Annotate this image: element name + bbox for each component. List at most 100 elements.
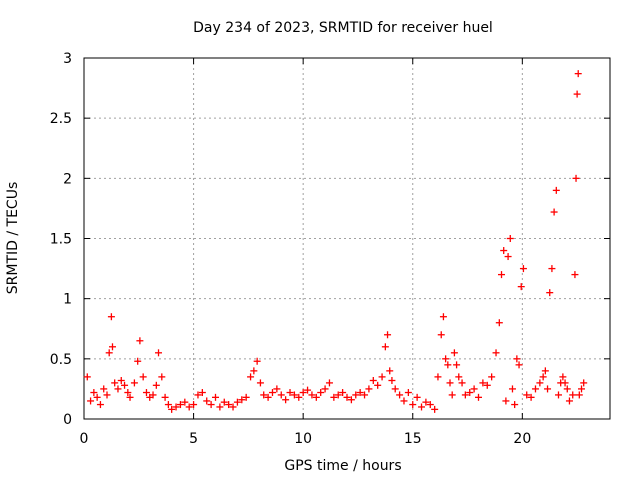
data-point [531, 385, 539, 393]
data-point [352, 391, 360, 399]
data-point [356, 389, 364, 397]
data-point [273, 385, 281, 393]
data-point [378, 373, 386, 381]
data-point [90, 389, 98, 397]
data-point [404, 389, 412, 397]
data-point [124, 389, 132, 397]
data-point [103, 391, 111, 399]
x-tick-label: 10 [294, 431, 312, 447]
data-point [247, 373, 255, 381]
data-point [142, 389, 150, 397]
data-point [282, 396, 290, 404]
y-tick-label: 3 [63, 51, 72, 67]
data-point [571, 271, 579, 279]
data-point [578, 385, 586, 393]
data-point [139, 373, 147, 381]
data-point [492, 349, 500, 357]
data-point [181, 398, 189, 406]
data-point [161, 393, 169, 401]
data-point [121, 381, 129, 389]
y-tick-label: 2.5 [50, 111, 72, 127]
data-point [563, 385, 571, 393]
data-point [569, 391, 577, 399]
data-point [546, 289, 554, 297]
data-point [164, 401, 172, 409]
data-point [347, 396, 355, 404]
x-axis-label: GPS time / hours [284, 458, 401, 474]
data-point [434, 373, 442, 381]
data-point [312, 393, 320, 401]
data-point [479, 379, 487, 387]
y-tick-label: 2 [63, 171, 72, 187]
data-point [330, 393, 338, 401]
data-point [470, 385, 478, 393]
data-point [565, 397, 573, 405]
data-point [242, 393, 250, 401]
data-point [539, 373, 547, 381]
data-point [295, 393, 303, 401]
data-point [527, 393, 535, 401]
data-point [388, 376, 396, 384]
data-point [212, 393, 219, 401]
data-point [458, 379, 466, 387]
data-point [544, 385, 552, 393]
data-point [325, 379, 333, 387]
data-point [519, 265, 527, 273]
data-point [238, 396, 246, 404]
data-point [572, 174, 580, 182]
data-points [83, 70, 588, 413]
data-point [268, 389, 276, 397]
data-point [381, 343, 389, 351]
data-point [233, 398, 241, 406]
data-point [130, 379, 138, 387]
data-point [455, 373, 463, 381]
data-point [426, 401, 434, 409]
data-point [158, 373, 166, 381]
data-point [448, 391, 456, 399]
data-point [475, 393, 482, 401]
data-point [437, 331, 445, 339]
data-point [260, 391, 268, 399]
y-tick-label: 1 [63, 292, 72, 308]
data-point [511, 401, 519, 409]
data-point [413, 393, 421, 401]
y-axis-label: SRMTID / TECUs [5, 182, 21, 295]
data-point [396, 391, 404, 399]
data-point [100, 385, 108, 393]
data-point [155, 349, 163, 357]
data-point [575, 391, 583, 399]
data-point [207, 401, 215, 409]
data-point [517, 283, 525, 291]
x-axis: 0 5 10 15 20 [80, 58, 531, 447]
data-point [185, 403, 193, 411]
data-point [442, 355, 450, 363]
data-point [126, 393, 134, 401]
data-point [444, 361, 452, 369]
data-point [198, 389, 206, 397]
data-point [361, 391, 369, 399]
data-point [343, 393, 351, 401]
x-tick-label: 0 [80, 431, 89, 447]
data-point [461, 391, 469, 399]
data-point [105, 349, 113, 357]
y-tick-label: 0 [63, 412, 72, 428]
data-point [573, 90, 581, 98]
y-axis: 0 0.5 1 1.5 2 2.5 3 [50, 51, 610, 428]
data-point [339, 389, 347, 397]
data-point [229, 403, 237, 411]
data-point [194, 391, 202, 399]
data-point [446, 379, 454, 387]
data-point [548, 265, 556, 273]
data-point [541, 367, 549, 375]
data-point [308, 391, 316, 399]
data-point [495, 319, 503, 327]
data-point [513, 355, 521, 363]
x-tick-label: 5 [189, 431, 198, 447]
data-point [498, 271, 506, 279]
data-point [488, 373, 496, 381]
data-point [439, 313, 447, 321]
data-point [508, 385, 516, 393]
data-point [483, 381, 491, 389]
data-point [220, 398, 228, 406]
